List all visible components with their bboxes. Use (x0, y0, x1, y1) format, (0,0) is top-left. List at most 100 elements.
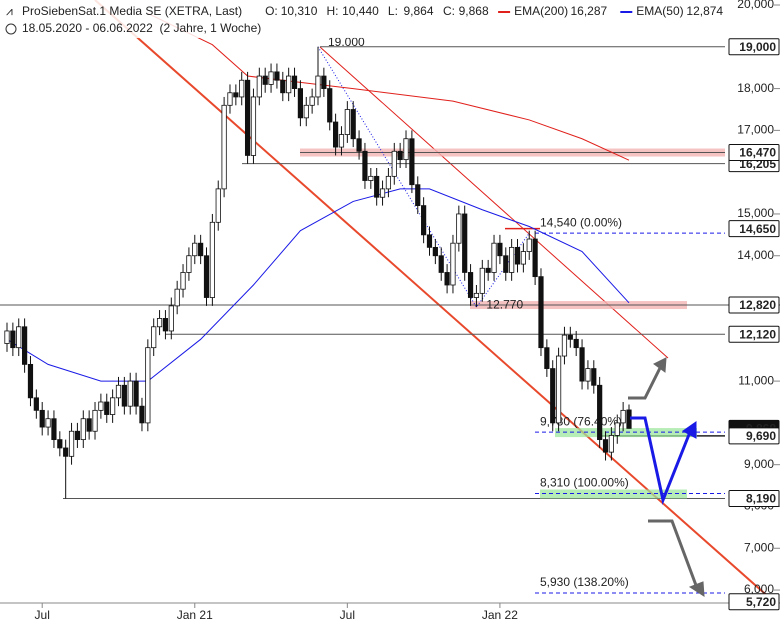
fib-label: 14,540 (0.00%) (540, 215, 622, 229)
candle-body (597, 384, 603, 441)
candle-body (315, 75, 321, 98)
arrowhead (682, 421, 697, 439)
quote-label: O: (265, 4, 278, 18)
candle-body (57, 439, 63, 449)
price-box (728, 144, 780, 162)
price-box (728, 593, 780, 611)
title: ProSiebenSat.1 Media SE (XETRA, Last) (22, 4, 242, 18)
candle-body (573, 338, 579, 349)
candle-body (567, 334, 573, 340)
candle-body (86, 418, 92, 432)
candle-body (268, 71, 274, 85)
candle-body (450, 242, 456, 286)
pivot-label: 19.000 (328, 35, 365, 49)
candle-body (192, 242, 198, 257)
candle-body (309, 96, 315, 106)
price-box (728, 220, 780, 238)
candle-body (286, 75, 292, 94)
x-tick-label: Jul (340, 608, 355, 622)
x-tick-label: Jan 22 (482, 608, 518, 622)
price-box-label: 9,690 (746, 429, 776, 443)
candle-body (233, 92, 239, 98)
candle-body (344, 109, 350, 135)
arrowhead (688, 581, 705, 597)
candle-body (333, 121, 339, 148)
price-box-label: 14,650 (739, 222, 776, 236)
price-box (728, 490, 780, 508)
quote-value: 9,868 (459, 4, 489, 18)
candle-body (27, 363, 34, 399)
candle-body (485, 267, 491, 273)
candle-body (561, 334, 568, 357)
candle-body (45, 418, 51, 428)
candle-body (350, 109, 356, 140)
fib-label: 5,930 (138.20%) (540, 575, 629, 589)
fib-label: 8,310 (100.00%) (540, 476, 629, 490)
header-bg (0, 0, 700, 38)
candle-body (22, 326, 28, 365)
candle-body (555, 355, 562, 424)
quote-value: 10,310 (281, 4, 318, 18)
candle-body (33, 397, 39, 411)
candle-body (10, 330, 16, 349)
candle-body (168, 305, 174, 332)
candle-body (368, 175, 374, 181)
candle-body (39, 409, 45, 428)
candle-body (127, 380, 133, 407)
candle-body (432, 246, 438, 257)
candle-body (303, 104, 309, 119)
candle-body (467, 272, 474, 298)
subtitle: 18.05.2020 - 06.06.2022 (2 Jahre, 1 Woch… (22, 21, 261, 35)
candle-body (297, 88, 303, 119)
clock-icon (5, 23, 17, 35)
candle-body (256, 75, 262, 98)
candle-body (156, 318, 163, 328)
price-box (728, 38, 780, 56)
candle-body (421, 205, 427, 236)
quote-label: C: (443, 4, 455, 18)
candle-body (215, 188, 221, 223)
candle-body (526, 238, 532, 252)
candle-body (180, 272, 186, 290)
candle-body (80, 418, 86, 441)
price-box (728, 427, 780, 445)
candle-body (591, 368, 597, 386)
candle-body (327, 88, 333, 123)
candle-body (374, 175, 380, 198)
candle-body (614, 422, 620, 436)
y-tick-label: 20,000 (737, 0, 774, 11)
candle-body (532, 238, 538, 278)
candle-body (538, 276, 544, 349)
x-tick-label: Jan 21 (177, 608, 213, 622)
y-tick-label: 14,000 (737, 248, 774, 262)
candle-body (415, 184, 421, 206)
candle-body (291, 75, 298, 89)
arrow (628, 367, 662, 400)
candle-body (98, 401, 104, 411)
candle-body (544, 347, 550, 369)
arrow (648, 519, 699, 589)
quote-value: 10,440 (342, 4, 379, 18)
price-box-label: 5,720 (746, 595, 776, 609)
candle-body (497, 242, 503, 257)
candle-body (92, 409, 98, 432)
price-box (728, 325, 780, 343)
candle-body (473, 292, 480, 298)
arrows (628, 357, 705, 597)
candle-body (68, 430, 75, 457)
candle-body (274, 71, 280, 81)
candle-body (456, 213, 462, 244)
y-tick-label: 6,000 (744, 582, 774, 596)
quote-value: 9,864 (404, 4, 434, 18)
candle-body (280, 79, 286, 94)
candle-body (121, 384, 127, 407)
ema-line (6, 188, 630, 382)
y-tick-label: 15,000 (737, 206, 774, 220)
chart-icon: ⩘ (6, 4, 13, 18)
candle-body (139, 405, 145, 424)
price-box-label: 19,000 (739, 40, 776, 54)
candle-body (385, 175, 392, 190)
candle-body (509, 246, 515, 273)
